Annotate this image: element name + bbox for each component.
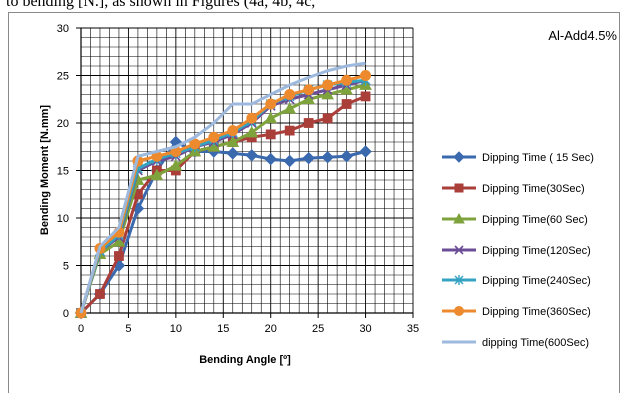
legend-marker (454, 306, 464, 316)
data-point (264, 152, 277, 166)
data-point (322, 79, 334, 91)
marker-stroke (454, 245, 464, 255)
data-point (341, 99, 352, 109)
data-point (341, 74, 353, 86)
data-point (360, 70, 372, 81)
data-point (189, 138, 201, 150)
x-tick-label: 0 (78, 323, 84, 335)
series-line (79, 83, 366, 314)
data-point (340, 83, 353, 95)
legend-label: Dipping Time(60 Sec) (482, 214, 588, 226)
data-point (283, 102, 297, 114)
y-axis-title: Bending Moment [N.mm] (39, 105, 51, 235)
legend-item: dipping Time(600Sec) (442, 337, 589, 349)
y-tick-label: 5 (63, 261, 69, 273)
legend-item: Dipping Time(30Sec) (442, 183, 585, 195)
x-tick-label: 25 (312, 323, 324, 335)
legend-item: Dipping Time(240Sec) (442, 275, 591, 287)
data-point (302, 151, 315, 165)
data-point (150, 168, 164, 181)
legend-marker (454, 275, 464, 285)
y-tick-label: 30 (57, 23, 69, 35)
data-point (283, 154, 296, 168)
series-7 (79, 61, 366, 314)
y-tick-label: 0 (63, 308, 69, 320)
legend-label: Dipping Time(360Sec) (482, 306, 591, 318)
legend-marker (454, 245, 464, 255)
data-point (207, 140, 221, 152)
x-tick-label: 30 (359, 323, 371, 335)
x-tick-label: 10 (170, 323, 182, 335)
x-axis-title: Bending Angle [º] (199, 354, 291, 366)
series-line (79, 61, 366, 314)
data-point (303, 84, 315, 96)
legend-label: Dipping Time ( 15 Sec) (482, 152, 594, 164)
y-tick-label: 25 (57, 71, 69, 83)
data-point (360, 91, 371, 102)
data-point (95, 289, 105, 299)
data-point (302, 92, 316, 105)
x-tick-label: 5 (125, 323, 131, 335)
legend-label: Dipping Time(240Sec) (482, 275, 591, 287)
y-tick-label: 10 (57, 213, 69, 225)
data-point (208, 131, 220, 143)
legend: Dipping Time ( 15 Sec) Dipping Time(30Sec… (442, 151, 594, 349)
data-point (264, 111, 278, 124)
data-point (169, 159, 183, 171)
legend-marker (453, 212, 465, 224)
series-line (79, 140, 366, 315)
x-tick-label: 20 (265, 323, 277, 335)
data-point (227, 125, 239, 137)
chart-frame (8, 12, 620, 393)
legend-marker (453, 151, 465, 163)
chart-title: Al-Add4.5% (548, 28, 617, 43)
data-point (321, 87, 334, 100)
data-point (265, 129, 276, 140)
data-point (284, 125, 295, 136)
data-point (245, 149, 258, 162)
legend-label: Dipping Time(120Sec) (482, 245, 591, 257)
legend-label: Dipping Time(30Sec) (482, 183, 585, 195)
data-point (245, 125, 259, 138)
data-point (246, 112, 258, 124)
top-text-fragment: to bending [N.], as shown in Figures (4a… (0, 0, 621, 16)
axes: 0 5 10 15 20 25 30 35 0 5 10 15 20 25 30 (57, 23, 419, 335)
legend-marker (454, 183, 464, 193)
data-point (284, 89, 296, 100)
data-point (265, 98, 277, 110)
legend-item: Dipping Time ( 15 Sec) (442, 151, 594, 164)
data-point (114, 251, 124, 261)
legend-item: Dipping Time(360Sec) (442, 306, 591, 318)
data-point (322, 113, 333, 124)
top-text: to bending [N.], as shown in Figures (4a… (6, 0, 316, 10)
data-point (359, 145, 372, 158)
legend-item: Dipping Time(60 Sec) (442, 212, 588, 226)
y-tick-label: 20 (57, 118, 69, 130)
x-tick-label: 35 (407, 323, 419, 335)
data-point (226, 147, 239, 160)
y-tick-label: 15 (57, 166, 69, 178)
legend-item: Dipping Time(120Sec) (442, 245, 591, 257)
x-tick-label: 15 (217, 323, 229, 335)
data-point (321, 150, 334, 164)
data-point (303, 118, 314, 128)
data-point (112, 235, 126, 247)
legend-label: dipping Time(600Sec) (482, 337, 589, 349)
data-point (340, 150, 353, 163)
data-point (226, 135, 240, 147)
series-layer (74, 61, 372, 320)
